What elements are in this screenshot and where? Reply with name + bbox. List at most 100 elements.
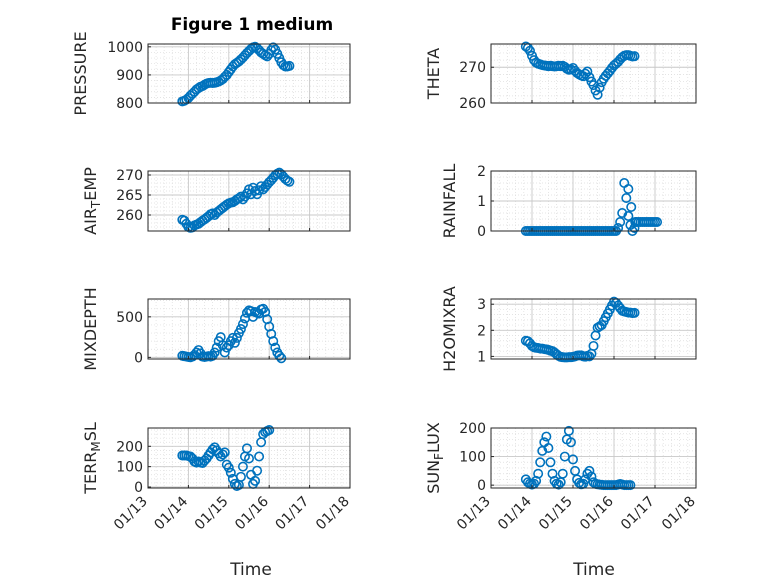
data-point (584, 351, 595, 362)
data-series (177, 425, 275, 491)
data-point (229, 337, 240, 348)
data-point (541, 431, 552, 442)
y-axis-label-part: AIR (81, 208, 100, 235)
y-axis-label-part: LUX (424, 422, 443, 453)
y-tick-label: 1 (477, 194, 486, 210)
data-point (233, 193, 244, 204)
data-point (553, 479, 564, 490)
y-tick-label: 2 (477, 164, 486, 180)
axes-box (490, 427, 697, 489)
data-point (219, 447, 230, 458)
axes-box (147, 298, 351, 360)
y-axis-label: H2OMIXRA (440, 286, 459, 372)
data-point (284, 60, 295, 71)
y-axis-label: SUNFLUX (424, 422, 446, 494)
y-axis-label-part: MIXDEPTH (81, 287, 100, 370)
data-point (237, 319, 248, 330)
data-point (594, 82, 605, 93)
y-tick-label: 0 (477, 478, 486, 494)
y-tick-label: 1 (477, 349, 486, 365)
data-point (621, 193, 632, 204)
data-point (524, 45, 535, 56)
data-point (219, 347, 230, 358)
y-tick-label: 265 (116, 188, 143, 204)
y-tick-label: 200 (459, 421, 486, 437)
data-point (244, 453, 255, 464)
data-point (223, 462, 234, 473)
y-axis-label-subscript: M (89, 441, 103, 451)
plot-area (148, 171, 350, 231)
y-axis-label-part: THETA (424, 48, 443, 100)
data-point (565, 437, 576, 448)
data-point (209, 347, 220, 358)
y-axis-label-part: EMP (81, 167, 100, 201)
y-axis-label: TERRMSL (81, 422, 103, 495)
y-tick-label: 3 (477, 297, 486, 313)
axes-box (490, 298, 697, 360)
data-point (626, 202, 637, 213)
data-series (177, 167, 295, 233)
data-series (520, 296, 640, 363)
data-point (235, 323, 246, 334)
data-point (284, 176, 295, 187)
data-point (252, 465, 263, 476)
data-point (535, 457, 546, 468)
y-tick-label: 2 (477, 323, 486, 339)
data-point (623, 184, 634, 195)
chart-title: Figure 1 medium (171, 15, 333, 35)
y-tick-label: 100 (116, 460, 143, 476)
axes-box (147, 170, 351, 232)
y-tick-label: 0 (134, 350, 143, 366)
subplot-theta: 260 270 THETA (424, 41, 697, 112)
y-axis-label-part: RAINFALL (440, 164, 459, 239)
data-point (264, 425, 275, 436)
data-point (237, 461, 248, 472)
data-point (227, 332, 238, 343)
data-point (235, 471, 246, 482)
y-axis-label-part: H2OMIXRA (440, 286, 459, 372)
y-tick-label: 500 (116, 310, 143, 326)
data-point (254, 451, 265, 462)
data-point (207, 208, 218, 219)
data-point (629, 307, 640, 318)
x-axis-label-left: Time (229, 560, 272, 580)
data-point (217, 449, 228, 460)
y-tick-label: 100 (459, 450, 486, 466)
y-tick-label: 0 (477, 224, 486, 240)
data-point (241, 443, 252, 454)
y-tick-label: 0 (134, 480, 143, 496)
data-point (588, 340, 599, 351)
y-tick-label: 1000 (107, 40, 143, 56)
y-tick-label: 260 (116, 208, 143, 224)
data-point (533, 468, 544, 479)
data-point (250, 475, 261, 486)
y-axis-label: RAINFALL (440, 164, 459, 239)
y-axis-label-subscript: F (432, 453, 446, 460)
y-tick-label: 800 (116, 96, 143, 112)
y-axis-label-part: PRESSURE (71, 31, 90, 115)
subplot-rainfall: 0 1 2 RAINFALL (440, 164, 697, 240)
axes-box (147, 43, 351, 104)
y-axis-label: AIRTEMP (81, 167, 103, 235)
y-tick-label: 270 (116, 168, 143, 184)
y-tick-label: 270 (459, 60, 486, 76)
axes-box (490, 43, 697, 104)
y-axis-label-subscript: T (89, 200, 103, 209)
y-tick-label: 200 (116, 439, 143, 455)
data-point (231, 332, 242, 343)
y-tick-label: 260 (459, 96, 486, 112)
data-point (270, 342, 281, 353)
data-point (567, 454, 578, 465)
data-point (545, 457, 556, 468)
data-point (543, 442, 554, 453)
data-point (586, 471, 597, 482)
data-point (563, 425, 574, 436)
y-axis-label-part: TERR (81, 452, 100, 495)
data-series (520, 425, 636, 491)
data-point (625, 480, 636, 491)
data-point (268, 336, 279, 347)
data-point (276, 353, 287, 364)
data-point (582, 66, 593, 77)
